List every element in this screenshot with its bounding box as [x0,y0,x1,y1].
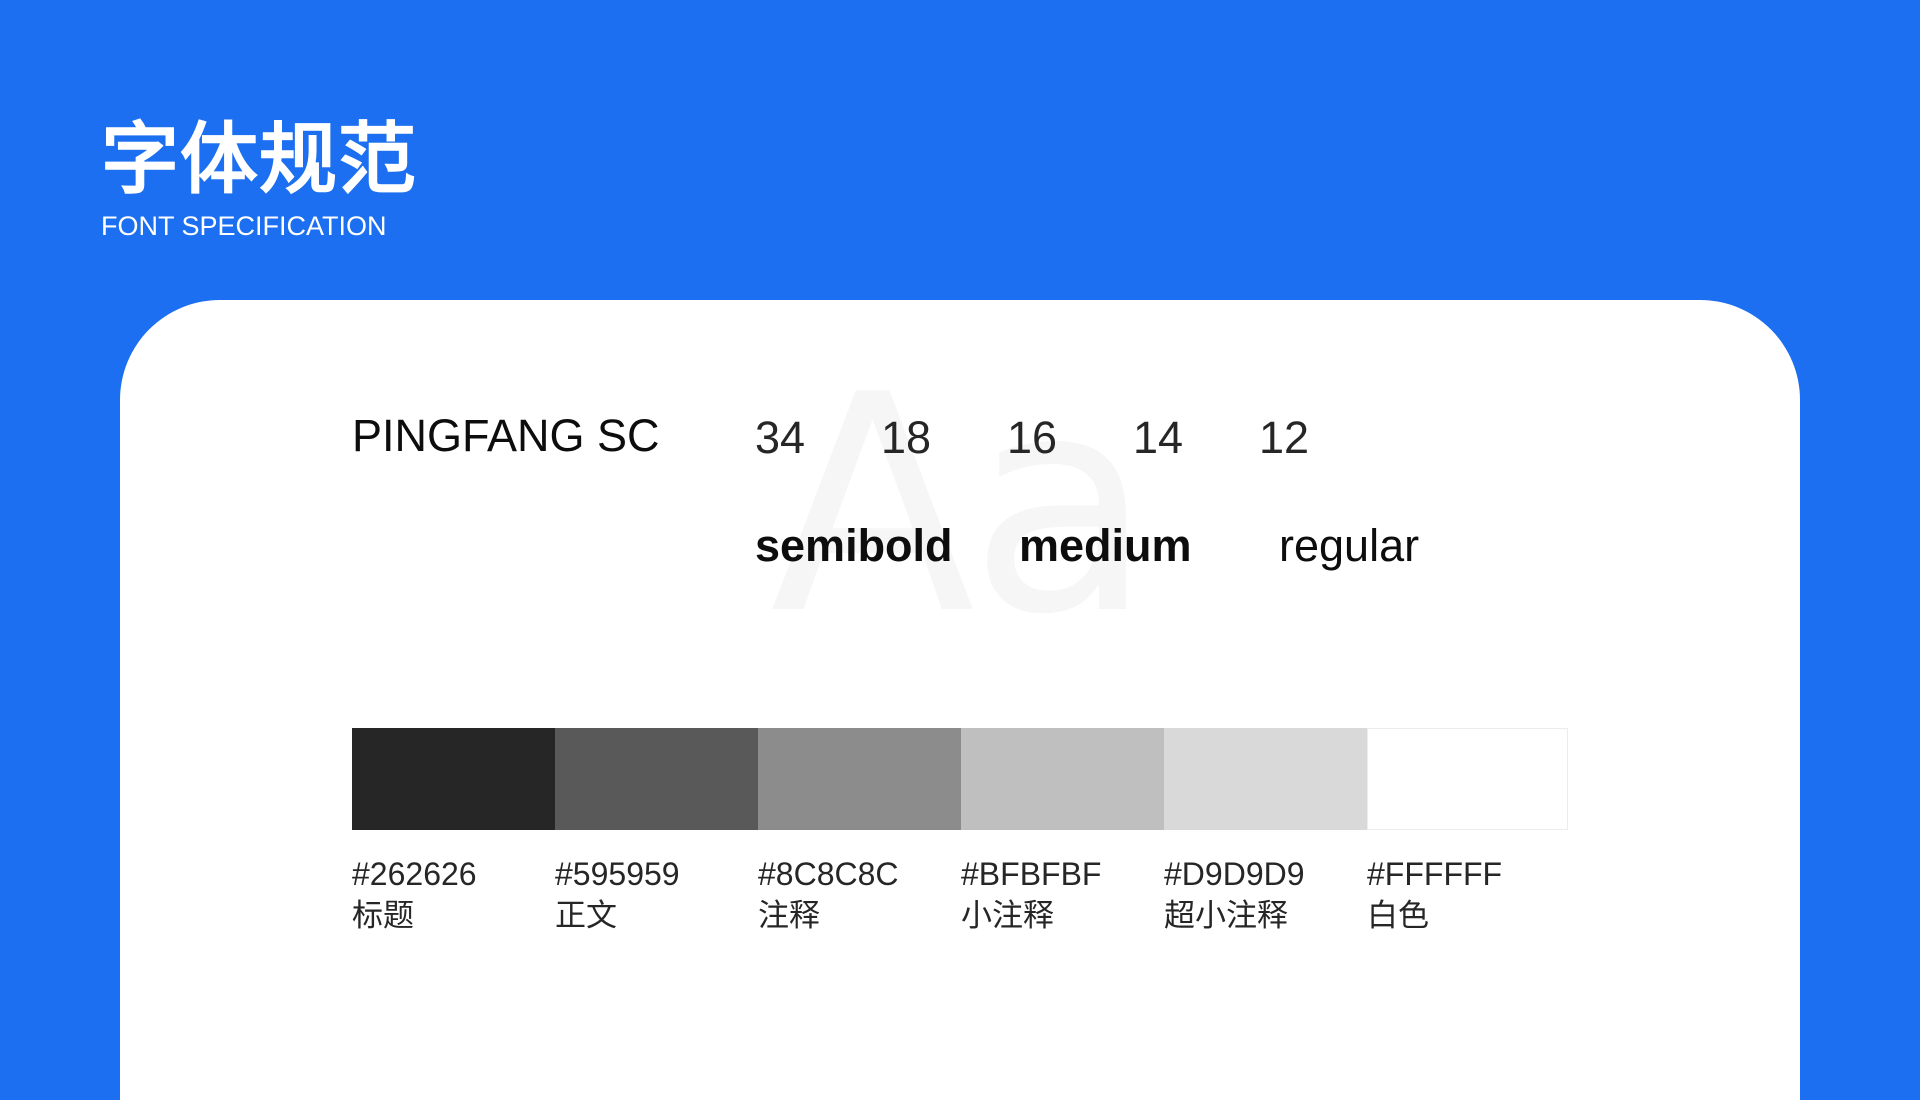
color-hex-code: #262626 [352,856,477,892]
page-header: 字体规范 FONT SPECIFICATION [101,112,417,242]
color-label-list: #262626 标题 #595959 正文 #8C8C8C 注释 #BFBFBF… [352,854,1568,954]
font-size-18: 18 [881,412,932,463]
color-role-name: 白色 [1367,898,1429,934]
color-palette [352,728,1568,830]
color-role-name: 小注释 [961,898,1054,934]
watermark-glyph: Aa [770,331,1153,680]
color-swatch-ffffff [1367,728,1568,830]
color-swatch-262626 [352,728,555,830]
color-hex-code: #FFFFFF [1367,856,1503,892]
font-weight-regular: regular [1279,520,1420,571]
color-swatch-8c8c8c [758,728,961,830]
color-swatch-d9d9d9 [1164,728,1367,830]
font-size-16: 16 [1007,412,1058,463]
color-label: #FFFFFF 白色 [1367,854,1570,938]
color-swatch-bfbfbf [961,728,1164,830]
font-weight-semibold: semibold [755,520,953,571]
page-title: 字体规范 [101,115,418,205]
color-label: #D9D9D9 超小注释 [1164,854,1367,938]
font-spec-card: Aa PINGFANG SC 34 18 16 14 12 semibold m… [120,300,1800,1100]
color-label: #8C8C8C 注释 [758,854,961,938]
color-label: #BFBFBF 小注释 [961,854,1164,938]
font-weight-medium: medium [1019,520,1192,571]
color-label: #595959 正文 [555,854,758,938]
color-role-name: 超小注释 [1164,898,1288,934]
color-role-name: 正文 [555,898,617,934]
color-hex-code: #595959 [555,856,680,892]
font-size-34: 34 [755,412,806,463]
color-hex-code: #BFBFBF [961,856,1102,892]
color-hex-code: #8C8C8C [758,856,899,892]
color-role-name: 注释 [758,898,820,934]
color-hex-code: #D9D9D9 [1164,856,1305,892]
font-size-12: 12 [1259,412,1310,463]
color-swatch-595959 [555,728,758,830]
font-size-14: 14 [1133,412,1184,463]
color-role-name: 标题 [352,898,414,934]
font-family-name: PINGFANG SC [352,410,660,461]
color-label: #262626 标题 [352,854,555,938]
page-subtitle: FONT SPECIFICATION [101,211,387,241]
